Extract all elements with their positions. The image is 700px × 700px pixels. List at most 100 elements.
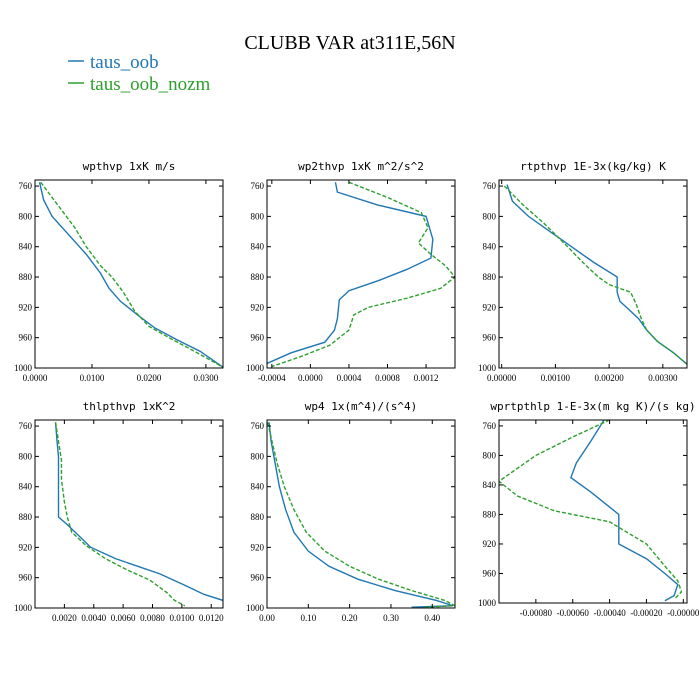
y-tick-label: 880 <box>483 509 497 519</box>
plot-area <box>54 422 223 607</box>
series-line-taus-oob-nozm <box>499 420 683 600</box>
y-tick-label: 960 <box>483 568 497 578</box>
series-line-taus-oob <box>38 182 223 368</box>
y-tick-label: 920 <box>483 539 497 549</box>
series-line-taus-oob <box>506 184 687 365</box>
x-tick-label: -0.00000 <box>667 608 700 618</box>
legend-label-taus-oob: taus_oob <box>90 52 159 73</box>
x-tick-label: 0.0040 <box>81 613 106 623</box>
panel-title: rtpthvp 1E-3x(kg/kg) K <box>520 160 666 173</box>
x-tick-label: 0.0004 <box>337 373 362 383</box>
x-tick-label: 0.0300 <box>194 373 219 383</box>
y-tick-label: 880 <box>251 272 265 282</box>
plot-area <box>267 422 455 608</box>
y-tick-label: 1000 <box>246 603 265 613</box>
x-tick-label: 0.0080 <box>140 613 165 623</box>
panel-title: thlpthvp 1xK^2 <box>83 400 176 413</box>
x-tick-label: 0.0020 <box>52 613 77 623</box>
x-tick-label: 0.30 <box>383 613 399 623</box>
y-tick-label: 1000 <box>14 363 33 373</box>
panel-title: wp4 1x(m^4)/(s^4) <box>305 400 418 413</box>
x-tick-label: 0.0120 <box>199 613 224 623</box>
x-tick-label: 0.00100 <box>541 373 571 383</box>
plot-frame <box>266 419 456 609</box>
plot-area <box>499 420 683 602</box>
panel-title: wprtpthlp 1-E-3x(m kg K)/(s kg) <box>490 400 695 413</box>
x-tick-label: 0.20 <box>342 613 358 623</box>
series-line-taus-oob <box>268 422 454 608</box>
y-tick-label: 920 <box>19 542 33 552</box>
panels: wpthvp 1xK m/s76080084088092096010000.00… <box>14 160 700 623</box>
x-tick-label: 0.0000 <box>23 373 48 383</box>
y-tick-label: 840 <box>483 242 497 252</box>
x-tick-label: -0.00020 <box>630 608 663 618</box>
x-tick-label: 0.0200 <box>137 373 162 383</box>
plot-area <box>38 181 223 368</box>
x-tick-label: 0.10 <box>300 613 316 623</box>
x-tick-label: 0.00 <box>259 613 275 623</box>
y-tick-label: 880 <box>19 512 33 522</box>
legend: taus_oob taus_oob_nozm <box>68 52 211 95</box>
plot-frame <box>266 179 456 369</box>
y-tick-label: 960 <box>251 573 265 583</box>
x-tick-label: 0.0012 <box>414 373 439 383</box>
plot-area <box>503 184 687 365</box>
y-tick-label: 800 <box>19 451 33 461</box>
y-tick-label: 840 <box>19 482 33 492</box>
y-tick-label: 760 <box>19 421 33 431</box>
x-tick-label: 0.00300 <box>648 373 678 383</box>
plot-frame <box>34 419 224 609</box>
y-tick-label: 840 <box>19 242 33 252</box>
y-tick-label: 800 <box>251 451 265 461</box>
series-line-taus-oob <box>267 182 434 365</box>
x-tick-label: 0.0100 <box>80 373 105 383</box>
panel-1: wp2thvp 1xK m^2/s^2 760 800 840 880 920 960 100… <box>246 160 456 383</box>
panel-title: wp2thvp 1xK m^2/s^2 <box>298 160 424 173</box>
x-tick-label: -0.00080 <box>520 608 553 618</box>
series-line-taus-oob-nozm <box>267 422 455 608</box>
series-line-taus-oob-nozm <box>40 181 223 368</box>
y-tick-label: 880 <box>483 272 497 282</box>
panel-2: rtpthvp 1E-3x(kg/kg) K 760 800 840 880 920 960… <box>478 160 688 383</box>
x-tick-label: 0.40 <box>424 613 440 623</box>
y-tick-label: 960 <box>251 333 265 343</box>
x-tick-label: 0.0100 <box>170 613 195 623</box>
series-line-taus-oob <box>570 420 679 602</box>
x-tick-label: 0.00000 <box>487 373 517 383</box>
series-line-taus-oob-nozm <box>271 181 455 368</box>
y-tick-label: 920 <box>483 302 497 312</box>
panel-3: thlpthvp 1xK^2 760 800 840 880 920 960 1000 0.00… <box>14 400 224 623</box>
x-tick-label: 0.00200 <box>594 373 624 383</box>
y-tick-label: 800 <box>251 211 265 221</box>
y-tick-label: 1000 <box>14 603 33 613</box>
y-tick-label: 1000 <box>478 598 497 608</box>
figure-title: CLUBB VAR at311E,56N <box>244 32 455 54</box>
y-tick-label: 800 <box>19 211 33 221</box>
x-tick-label: 0.0000 <box>298 373 323 383</box>
y-tick-label: 1000 <box>246 363 265 373</box>
y-tick-label: 840 <box>483 480 497 490</box>
legend-label-taus-oob-nozm: taus_oob_nozm <box>90 74 211 95</box>
y-tick-label: 1000 <box>478 363 497 373</box>
y-tick-label: 880 <box>251 512 265 522</box>
y-tick-label: 800 <box>483 450 497 460</box>
y-tick-label: 920 <box>251 542 265 552</box>
x-tick-label: -0.00040 <box>593 608 626 618</box>
y-tick-label: 760 <box>19 181 33 191</box>
x-tick-label: -0.00060 <box>557 608 590 618</box>
series-line-taus-oob <box>54 422 223 602</box>
y-tick-label: 760 <box>483 181 497 191</box>
plot-frame <box>498 179 688 369</box>
y-tick-label: 920 <box>251 302 265 312</box>
plot-frame <box>498 419 688 604</box>
y-tick-label: 840 <box>251 482 265 492</box>
x-tick-label: -0.0004 <box>258 373 286 383</box>
y-tick-label: 920 <box>19 302 33 312</box>
x-tick-label: 0.0008 <box>375 373 400 383</box>
y-tick-label: 960 <box>483 333 497 343</box>
y-tick-label: 840 <box>251 242 265 252</box>
y-tick-label: 960 <box>19 573 33 583</box>
panel-4: wp4 1x(m^4)/(s^4)76080084088092096010000… <box>246 400 456 623</box>
panel-5: wprtpthlp 1-E-3x(m kg K)/(s kg) 760 800 840… <box>478 400 700 618</box>
